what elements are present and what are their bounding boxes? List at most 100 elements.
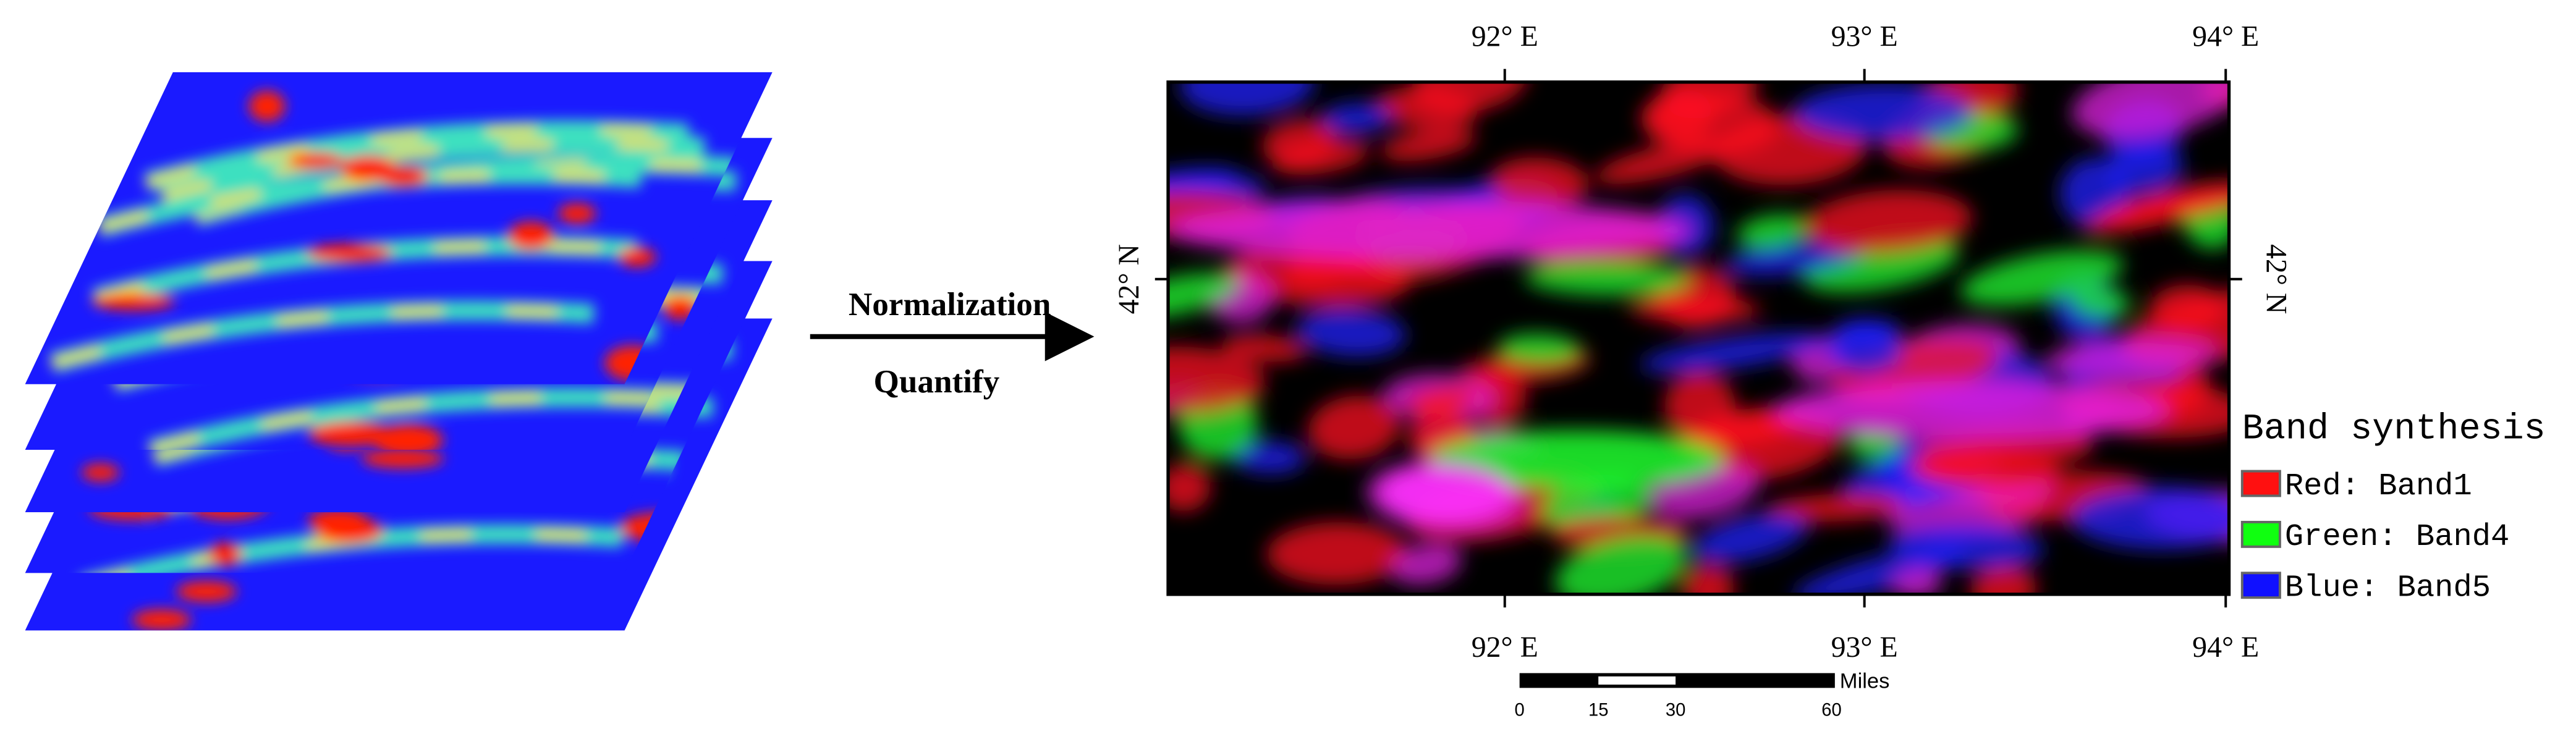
band-blob	[1826, 319, 1903, 376]
scale-label: 30	[1666, 701, 1686, 720]
band-blob	[1766, 493, 1904, 522]
band-blob	[1179, 82, 1315, 116]
hotspot	[287, 152, 344, 170]
hotspot	[91, 293, 176, 311]
hotspot	[376, 166, 430, 187]
scale-bar-segment	[1598, 676, 1676, 685]
hotspot	[507, 221, 554, 251]
band-blob	[1915, 445, 1997, 479]
band-blob	[1524, 261, 1691, 296]
legend-swatch	[2240, 572, 2281, 599]
hotspot	[372, 424, 443, 450]
band-blob	[1168, 272, 1240, 319]
band-blob	[1391, 543, 1462, 585]
layer-hotspots	[49, 90, 739, 381]
longitude-label: 93° E	[1831, 631, 1898, 664]
band-blob	[1232, 441, 1306, 474]
hotspot	[208, 542, 242, 567]
band-blob	[1970, 565, 2037, 594]
layer-stack	[25, 72, 773, 631]
band-blob	[1429, 430, 1725, 489]
map-frame	[1166, 80, 2231, 596]
hotspot	[361, 449, 444, 468]
hotspot	[248, 90, 286, 122]
band-blob	[2072, 82, 2229, 138]
hotspot	[663, 295, 698, 320]
hotspot	[176, 581, 237, 602]
legend-label: Green: Band4	[2285, 520, 2509, 555]
hotspot	[306, 243, 393, 263]
band-blob	[1660, 82, 1758, 119]
band-blob	[1774, 381, 2169, 441]
band-blob	[2070, 486, 2229, 550]
band-blob	[1736, 214, 1808, 249]
legend-swatch	[2240, 470, 2281, 497]
latitude-label: 42° N	[2260, 244, 2293, 314]
band-blob	[1498, 333, 1581, 365]
hotspot	[618, 247, 656, 268]
band-blob	[1960, 250, 2124, 306]
scale-unit: Miles	[1840, 669, 1890, 693]
band-blob	[2083, 183, 2229, 234]
band-blob	[1723, 242, 1865, 276]
scale-label: 15	[1588, 701, 1609, 720]
longitude-label: 93° E	[1831, 20, 1898, 53]
band-composite	[1168, 82, 2229, 594]
hotspot-core	[51, 306, 595, 368]
band-blob	[1168, 463, 1211, 512]
map-ticks	[1155, 69, 2242, 608]
band-blob	[1692, 512, 1808, 563]
legend-label: Red: Band1	[2285, 469, 2472, 504]
legend-title: Band synthesis	[2242, 408, 2546, 449]
longitude-label: 94° E	[2192, 20, 2259, 53]
band-blob	[1266, 522, 1408, 585]
band-blob	[1296, 308, 1406, 357]
band-blob	[1308, 395, 1400, 460]
band-blob	[1630, 295, 1761, 323]
hotspot-core	[161, 140, 705, 201]
hotspot	[557, 203, 596, 224]
band-blob	[1555, 534, 1687, 594]
longitude-label: 92° E	[1472, 20, 1538, 53]
scale-bar: Miles 0 15 30 60	[1515, 669, 1890, 720]
longitude-label: 94° E	[2192, 631, 2259, 664]
band-blob	[1793, 83, 1973, 142]
band-blob	[2044, 337, 2219, 377]
band-blob	[1405, 384, 1475, 415]
band-blob	[1379, 463, 1512, 522]
band-blob	[2070, 287, 2130, 318]
legend: Red: Band1 Green: Band4 Blue: Band5	[2240, 469, 2509, 606]
hotspot-group	[49, 90, 739, 381]
band-blob	[1680, 407, 1809, 450]
band-blob	[1490, 157, 1589, 208]
heatmap-layer	[25, 72, 773, 384]
scale-label: 0	[1515, 701, 1525, 720]
hotspot	[132, 609, 192, 631]
band-blob	[1168, 200, 1692, 260]
legend-label: Blue: Band5	[2285, 571, 2491, 606]
band-blob	[1319, 103, 1392, 134]
band-blob	[2106, 143, 2184, 193]
arrow-label: Normalization	[849, 287, 1051, 323]
band-blob	[1222, 334, 1307, 362]
hotspot-core	[98, 171, 642, 232]
hotspot-core	[149, 393, 693, 450]
hotspot	[81, 463, 120, 482]
band-blob	[1639, 332, 1827, 373]
scale-bar-body	[1519, 673, 1835, 688]
hotspot-core	[145, 125, 689, 187]
longitude-label: 92° E	[1472, 631, 1538, 664]
arrow-label: Quantify	[874, 364, 1000, 400]
band-blob	[1261, 119, 1337, 166]
scale-label: 60	[1821, 701, 1842, 720]
hotspot	[315, 518, 384, 544]
latitude-label: 42° N	[1112, 244, 1145, 314]
band-blob	[1804, 190, 1973, 255]
band-blob	[1168, 346, 1266, 415]
band-blob	[1595, 139, 1729, 184]
legend-swatch	[2240, 520, 2281, 548]
band-blob	[1380, 128, 1477, 161]
hotspot	[308, 421, 394, 447]
band-blob	[1682, 564, 1735, 594]
